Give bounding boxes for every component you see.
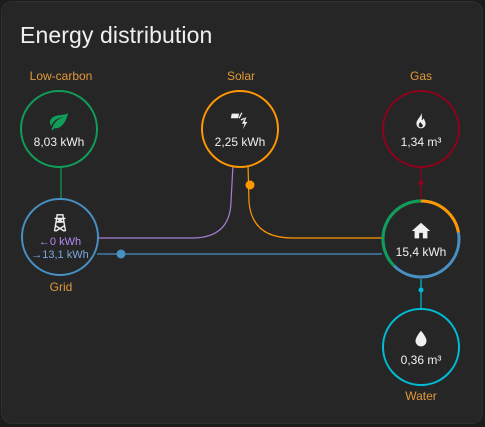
- grid-node[interactable]: ←0 kWh →13,1 kWh: [21, 198, 99, 276]
- gas-label: Gas: [409, 69, 432, 83]
- energy-distribution-card: Energy distribution Low-carbon 8,03 kWh …: [2, 2, 482, 423]
- flow-dot-solar: [245, 180, 255, 190]
- transmission-tower-icon: [53, 214, 67, 232]
- home-node[interactable]: 15,4 kWh: [382, 200, 460, 278]
- home-ring-lowcarbon: [381, 199, 422, 267]
- flow-lines: [60, 164, 461, 309]
- solar-power-icon: [230, 111, 248, 129]
- gas-node[interactable]: 1,34 m³: [382, 90, 460, 168]
- card-title: Energy distribution: [20, 22, 213, 48]
- home-value: 15,4 kWh: [395, 244, 447, 259]
- low-carbon-value: 8,03 kWh: [33, 134, 85, 149]
- flow-solar-home: [247, 164, 382, 239]
- water-label: Water: [405, 389, 437, 403]
- water-drop-icon: [415, 330, 427, 346]
- low-carbon-node[interactable]: 8,03 kWh: [20, 90, 98, 168]
- gas-value: 1,34 m³: [400, 134, 442, 149]
- flow-dot-grid: [116, 249, 126, 259]
- water-node[interactable]: 0,36 m³: [382, 308, 460, 386]
- grid-label: Grid: [49, 280, 73, 294]
- home-icon: [411, 222, 431, 238]
- leaf-icon: [49, 112, 69, 130]
- fire-icon: [416, 111, 426, 128]
- solar-label: Solar: [226, 69, 255, 83]
- low-carbon-label: Low-carbon: [29, 69, 93, 83]
- water-value: 0,36 m³: [400, 352, 442, 367]
- grid-consumption: ←0 kWh: [38, 236, 82, 248]
- flow-dot-water: [418, 287, 424, 293]
- solar-node[interactable]: 2,25 kWh: [201, 90, 279, 168]
- flow-dot-gas: [418, 180, 424, 186]
- grid-return: →13,1 kWh: [31, 249, 89, 261]
- flow-solar-grid: [97, 164, 234, 239]
- home-ring-solar: [420, 199, 460, 233]
- solar-value: 2,25 kWh: [214, 134, 266, 149]
